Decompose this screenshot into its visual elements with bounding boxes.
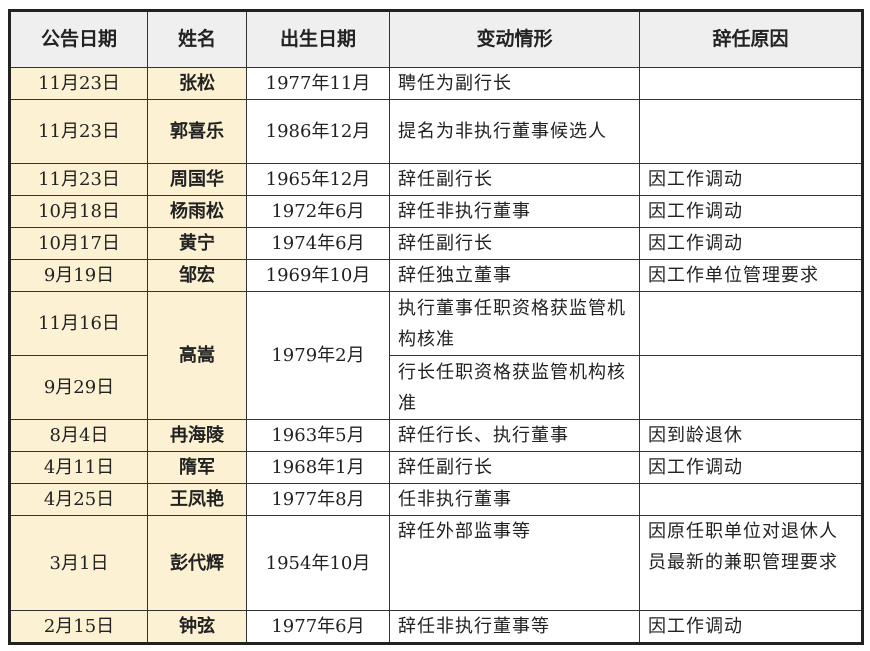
reason-cell bbox=[639, 483, 863, 516]
change-cell: 辞任副行长 bbox=[389, 451, 640, 484]
table-row: 11月23日 郭喜乐 1986年12月 提名为非执行董事候选人 bbox=[9, 99, 863, 164]
name-cell: 钟弦 bbox=[147, 610, 247, 644]
reason-cell bbox=[639, 355, 863, 420]
table-row: 8月4日 冉海陵 1963年5月 辞任行长、执行董事 因到龄退休 bbox=[9, 419, 863, 452]
change-cell: 辞任独立董事 bbox=[389, 259, 640, 292]
change-cell: 辞任副行长 bbox=[389, 163, 640, 196]
reason-cell bbox=[639, 291, 863, 356]
announce-date-cell: 10月18日 bbox=[9, 195, 148, 228]
change-cell: 聘任为副行长 bbox=[389, 67, 640, 100]
name-cell: 杨雨松 bbox=[147, 195, 247, 228]
personnel-change-table: 公告日期 姓名 出生日期 变动情形 辞任原因 11月23日 张松 1977年11月聘… bbox=[8, 9, 864, 645]
reason-cell: 因工作调动 bbox=[639, 195, 863, 228]
name-cell: 高嵩 bbox=[147, 291, 247, 420]
announce-date-cell: 10月17日 bbox=[9, 227, 148, 260]
announce-date-cell: 11月23日 bbox=[9, 99, 148, 164]
change-cell: 辞任外部监事等 bbox=[389, 515, 640, 611]
table-row: 4月11日 隋军 1968年1月 辞任副行长 因工作调动 bbox=[9, 451, 863, 484]
header-date: 公告日期 bbox=[9, 10, 148, 68]
reason-cell: 因工作调动 bbox=[639, 610, 863, 644]
birth-date-cell: 1979年2月 bbox=[246, 291, 390, 420]
table-row: 10月17日 黄宁 1974年6月 辞任副行长 因工作调动 bbox=[9, 227, 863, 260]
announce-date-cell: 11月16日 bbox=[9, 291, 148, 356]
announce-date-cell: 11月23日 bbox=[9, 67, 148, 100]
change-cell: 行长任职资格获监管机构核准 bbox=[389, 355, 640, 420]
reason-cell: 因工作调动 bbox=[639, 451, 863, 484]
change-cell: 辞任非执行董事等 bbox=[389, 610, 640, 644]
announce-date-cell: 4月11日 bbox=[9, 451, 148, 484]
name-cell: 张松 bbox=[147, 67, 247, 100]
announce-date-cell: 9月29日 bbox=[9, 355, 148, 420]
name-cell: 邹宏 bbox=[147, 259, 247, 292]
header-change: 变动情形 bbox=[389, 10, 640, 68]
announce-date-cell: 9月19日 bbox=[9, 259, 148, 292]
announce-date-cell: 8月4日 bbox=[9, 419, 148, 452]
table-row: 10月18日 杨雨松 1972年6月 辞任非执行董事 因工作调动 bbox=[9, 195, 863, 228]
birth-date-cell: 1963年5月 bbox=[246, 419, 390, 452]
birth-date-cell: 1974年6月 bbox=[246, 227, 390, 260]
change-cell: 辞任非执行董事 bbox=[389, 195, 640, 228]
table-row: 11月23日 周国华 1965年12月 辞任副行长 因工作调动 bbox=[9, 163, 863, 196]
birth-date-cell: 1969年10月 bbox=[246, 259, 390, 292]
name-cell: 郭喜乐 bbox=[147, 99, 247, 164]
header-name: 姓名 bbox=[147, 10, 247, 68]
name-cell: 王凤艳 bbox=[147, 483, 247, 516]
birth-date-cell: 1977年6月 bbox=[246, 610, 390, 644]
header-birth: 出生日期 bbox=[246, 10, 390, 68]
name-cell: 彭代辉 bbox=[147, 515, 247, 611]
reason-cell bbox=[639, 99, 863, 164]
announce-date-cell: 4月25日 bbox=[9, 483, 148, 516]
table-row: 3月1日 彭代辉 1954年10月 辞任外部监事等 因原任职单位对退休人员最新的兼职管理… bbox=[9, 515, 863, 611]
change-cell: 提名为非执行董事候选人 bbox=[389, 99, 640, 164]
announce-date-cell: 11月23日 bbox=[9, 163, 148, 196]
name-cell: 隋军 bbox=[147, 451, 247, 484]
table-row: 2月15日 钟弦 1977年6月 辞任非执行董事等 因工作调动 bbox=[9, 610, 863, 644]
name-cell: 周国华 bbox=[147, 163, 247, 196]
header-row: 公告日期 姓名 出生日期 变动情形 辞任原因 bbox=[9, 10, 863, 68]
reason-cell: 因工作单位管理要求 bbox=[639, 259, 863, 292]
table-row: 9月29日 行长任职资格获监管机构核准 bbox=[9, 355, 863, 420]
change-cell: 辞任行长、执行董事 bbox=[389, 419, 640, 452]
change-cell: 辞任副行长 bbox=[389, 227, 640, 260]
change-cell: 执行董事任职资格获监管机构核准 bbox=[389, 291, 640, 356]
table-row: 11月16日 高嵩 1979年2月 执行董事任职资格获监管机构核准 bbox=[9, 291, 863, 420]
birth-date-cell: 1954年10月 bbox=[246, 515, 390, 611]
name-cell: 冉海陵 bbox=[147, 419, 247, 452]
birth-date-cell: 1968年1月 bbox=[246, 451, 390, 484]
birth-date-cell: 1977年8月 bbox=[246, 483, 390, 516]
reason-cell bbox=[639, 67, 863, 100]
reason-cell: 因工作调动 bbox=[639, 163, 863, 196]
reason-cell: 因工作调动 bbox=[639, 227, 863, 260]
name-cell: 黄宁 bbox=[147, 227, 247, 260]
announce-date-cell: 3月1日 bbox=[9, 515, 148, 611]
header-reason: 辞任原因 bbox=[639, 10, 863, 68]
birth-date-cell: 1972年6月 bbox=[246, 195, 390, 228]
change-cell: 任非执行董事 bbox=[389, 483, 640, 516]
table-row: 9月19日 邹宏 1969年10月 辞任独立董事 因工作单位管理要求 bbox=[9, 259, 863, 292]
reason-cell: 因原任职单位对退休人员最新的兼职管理要求 bbox=[639, 515, 863, 611]
birth-date-cell: 1986年12月 bbox=[246, 99, 390, 164]
birth-date-cell: 1965年12月 bbox=[246, 163, 390, 196]
table-row: 4月25日 王凤艳 1977年8月 任非执行董事 bbox=[9, 483, 863, 516]
reason-cell: 因到龄退休 bbox=[639, 419, 863, 452]
birth-date-cell: 1977年11月 bbox=[246, 67, 390, 100]
announce-date-cell: 2月15日 bbox=[9, 610, 148, 644]
table-row: 11月23日 张松 1977年11月 聘任为副行长 bbox=[9, 67, 863, 100]
